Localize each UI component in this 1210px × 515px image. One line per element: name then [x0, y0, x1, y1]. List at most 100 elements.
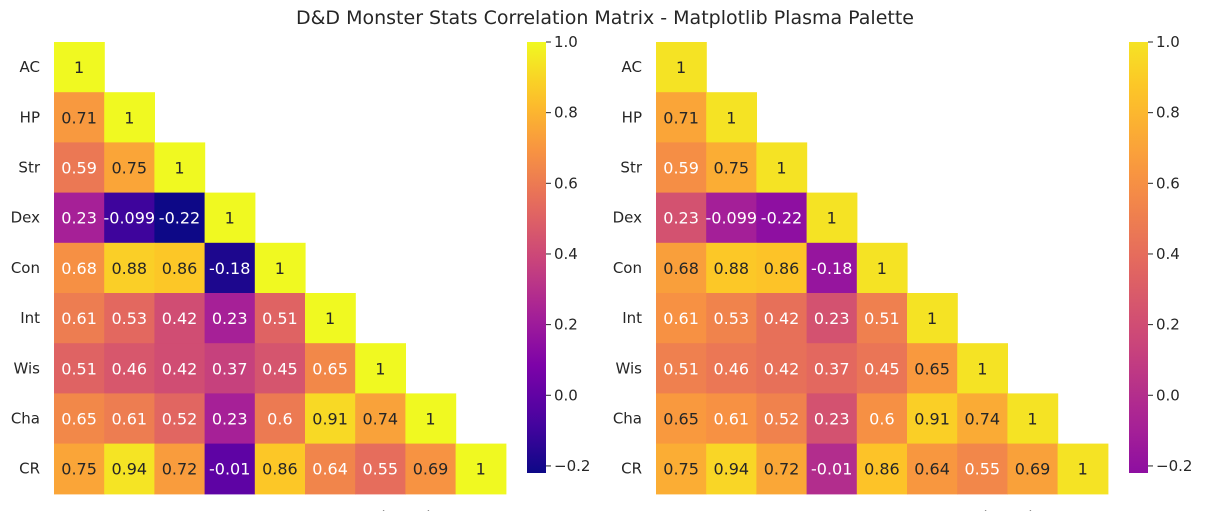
heatmap-cell [957, 343, 1008, 394]
colorbar [1129, 42, 1148, 473]
cell-annotation: 1 [325, 309, 335, 328]
cell-annotation: 0.88 [713, 259, 749, 278]
heatmap-cell [856, 293, 908, 344]
cell-annotation: 0.45 [262, 359, 298, 378]
cell-annotation: 1 [1027, 410, 1037, 429]
heatmap-cell [656, 92, 707, 143]
heatmap-cell [656, 393, 707, 445]
heatmap-cell [957, 443, 1008, 495]
cell-annotation: 0.91 [312, 410, 348, 429]
heatmap-cell [656, 242, 707, 294]
heatmap-cell [856, 393, 908, 445]
cell-annotation: 1 [1078, 460, 1088, 479]
heatmap-cell [1007, 393, 1059, 445]
cell-annotation: 0.86 [262, 460, 298, 479]
cell-annotation: 1 [375, 359, 385, 378]
cell-annotation: 0.94 [713, 460, 749, 479]
cell-annotation: -0.22 [761, 209, 802, 228]
heatmap-cell [756, 343, 808, 394]
heatmap-cell [254, 293, 306, 344]
cell-annotation: 0.6 [869, 410, 894, 429]
y-tick-label: HP [622, 108, 642, 126]
heatmap-cell [305, 293, 356, 344]
heatmap-cell [254, 443, 306, 495]
heatmap-cell [54, 343, 105, 394]
heatmap-cell [656, 293, 707, 344]
heatmap-left: 1 0.71 1 0.59 0.75 1 0.23 -0.099 -0.22 1 0.68 0.88 0… [11, 33, 591, 515]
cell-annotation: 0.51 [262, 309, 298, 328]
cell-annotation: 1 [275, 259, 285, 278]
cell-annotation: 0.65 [312, 359, 348, 378]
heatmap-cell [806, 242, 858, 294]
heatmap-cell [154, 443, 206, 495]
cell-annotation: 0.86 [764, 259, 800, 278]
heatmap-cell [907, 443, 958, 495]
cell-annotation: 0.52 [764, 410, 800, 429]
cell-annotation: 0.53 [713, 309, 749, 328]
heatmap-cell [907, 343, 958, 394]
colorbar-tick-label: 0.8 [554, 104, 578, 122]
heatmap-cell [154, 142, 206, 194]
heatmap-cell [54, 443, 105, 495]
heatmap-cell [54, 92, 105, 143]
cell-annotation: 0.75 [713, 159, 749, 178]
heatmap-cell [305, 343, 356, 394]
cell-annotation: 0.6 [267, 410, 292, 429]
cell-annotation: 0.61 [663, 309, 699, 328]
cell-annotation: 1 [225, 209, 235, 228]
y-tick-label: Dex [613, 209, 643, 227]
cell-annotation: 1 [425, 410, 435, 429]
cell-annotation: 0.74 [964, 410, 1000, 429]
heatmap-cell [856, 443, 908, 495]
cell-annotation: 0.23 [212, 309, 248, 328]
heatmap-cell [204, 293, 256, 344]
cell-annotation: 0.59 [663, 159, 699, 178]
cell-annotation: 0.52 [162, 410, 198, 429]
heatmap-cell [104, 393, 155, 445]
heatmap-cell [1057, 443, 1109, 495]
heatmap-cell [54, 42, 105, 93]
colorbar-tick-label: 0.8 [1156, 104, 1180, 122]
heatmap-cell [756, 142, 808, 194]
heatmap-cell [54, 192, 105, 244]
cell-annotation: 0.91 [914, 410, 950, 429]
colorbar-tick-label: 0.2 [1156, 316, 1180, 334]
cell-annotation: 0.94 [111, 460, 147, 479]
cell-annotation: 0.23 [814, 309, 850, 328]
heatmap-cell [656, 443, 707, 495]
cell-annotation: 1 [476, 460, 486, 479]
colorbar-tick-label: 0.0 [554, 386, 578, 404]
heatmap-cell [104, 92, 155, 143]
cell-annotation: 0.37 [212, 359, 248, 378]
y-tick-label: Cha [613, 410, 642, 428]
heatmap-cell [455, 443, 507, 495]
heatmap-cell [154, 393, 206, 445]
cell-annotation: 0.64 [914, 460, 950, 479]
heatmap-cell [706, 92, 757, 143]
cell-annotation: 0.23 [663, 209, 699, 228]
cell-annotation: 0.23 [61, 209, 97, 228]
colorbar-tick-label: 0.6 [1156, 174, 1180, 192]
cell-annotation: 0.53 [111, 309, 147, 328]
cell-annotation: 1 [977, 359, 987, 378]
cell-annotation: 0.75 [663, 460, 699, 479]
cell-annotation: 0.72 [764, 460, 800, 479]
heatmap-cell [204, 192, 256, 244]
cell-annotation: 0.68 [663, 259, 699, 278]
heatmap-cell [104, 142, 155, 194]
cell-annotation: 0.23 [814, 410, 850, 429]
heatmap-cell [756, 393, 808, 445]
cell-annotation: 0.61 [713, 410, 749, 429]
heatmap-cell [907, 293, 958, 344]
heatmap-cell [204, 443, 256, 495]
heatmap-cell [154, 242, 206, 294]
cell-annotation: 0.61 [61, 309, 97, 328]
y-tick-label: HP [20, 108, 40, 126]
heatmap-cell [154, 343, 206, 394]
cell-annotation: 0.51 [864, 309, 900, 328]
cell-annotation: -0.18 [811, 259, 852, 278]
cell-annotation: 0.46 [111, 359, 147, 378]
heatmap-cell [806, 393, 858, 445]
cell-annotation: 1 [927, 309, 937, 328]
